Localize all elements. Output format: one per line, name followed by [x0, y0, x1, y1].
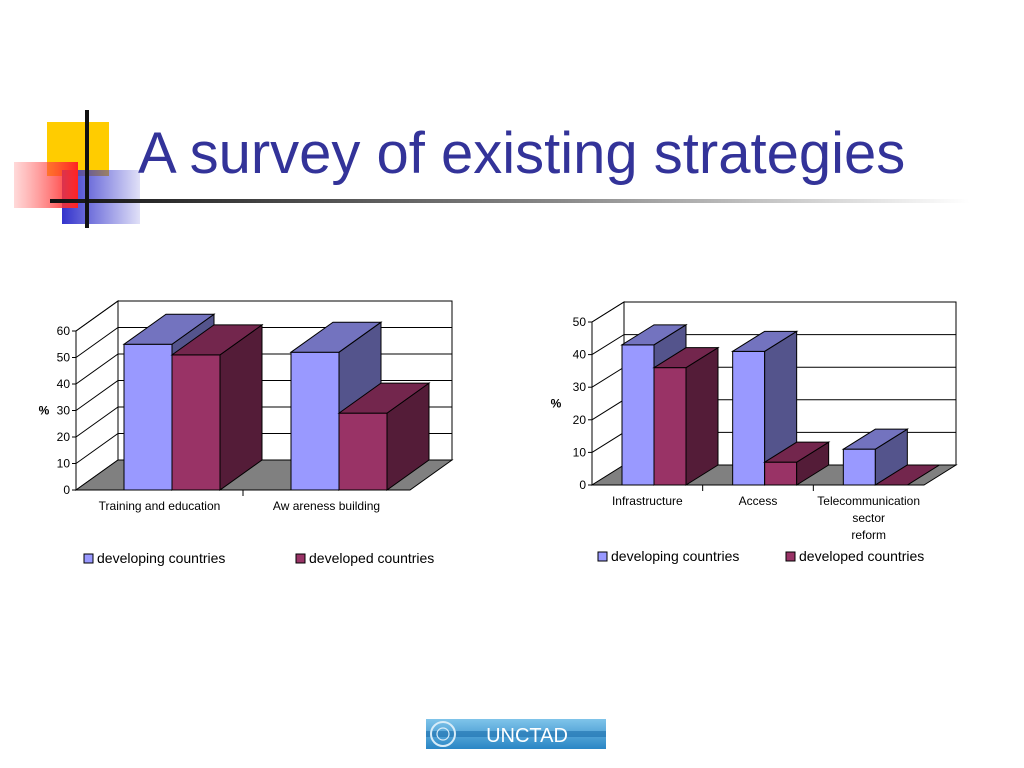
y-tick-label: 30	[573, 380, 587, 394]
y-tick-label: 40	[573, 348, 587, 362]
y-tick-label: 0	[579, 478, 586, 492]
y-tick-label: 50	[57, 351, 71, 365]
legend-swatch	[785, 551, 796, 562]
legend-swatch	[83, 553, 94, 564]
legend-label: developed countries	[799, 548, 924, 564]
x-tick-label: Infrastructure	[612, 494, 683, 508]
legend-swatch	[295, 553, 306, 564]
vertical-rule	[85, 110, 89, 228]
gridline	[591, 301, 956, 323]
y-axis-label: %	[39, 404, 50, 418]
bar-developed-countries-0	[652, 346, 720, 486]
y-tick-label: 30	[57, 404, 71, 418]
y-tick-label: 10	[573, 445, 587, 459]
page-title: A survey of existing strategies	[138, 121, 906, 186]
x-tick-label: Telecommunication sector reform	[817, 494, 920, 542]
title-decoration	[14, 110, 970, 228]
bar-developing-countries-2	[841, 428, 910, 486]
legend-label: developing countries	[97, 550, 225, 566]
un-emblem-icon	[430, 721, 456, 747]
x-tick-label: Aw areness building	[273, 499, 380, 513]
title-rule	[50, 199, 970, 203]
y-tick-label: 10	[57, 457, 71, 471]
x-tick-label: Access	[739, 494, 778, 508]
legend-label: developed countries	[309, 550, 434, 566]
y-tick-label: 60	[57, 324, 71, 338]
y-tick-label: 20	[573, 413, 587, 427]
x-tick-label: Training and education	[99, 499, 221, 513]
y-tick-label: 40	[57, 377, 71, 391]
legend-label: developing countries	[611, 548, 739, 564]
legend-swatch	[597, 551, 608, 562]
bar-developing-countries-1	[730, 330, 799, 486]
y-axis-label: %	[551, 397, 562, 411]
bar-developed-countries-1	[337, 382, 431, 491]
y-tick-label: 50	[573, 315, 587, 329]
y-tick-label: 0	[63, 483, 70, 497]
logo-text: UNCTAD	[486, 725, 568, 747]
gridline	[75, 300, 452, 332]
y-tick-label: 20	[57, 430, 71, 444]
gridline	[591, 334, 956, 356]
bar-developed-countries-1	[762, 441, 831, 486]
